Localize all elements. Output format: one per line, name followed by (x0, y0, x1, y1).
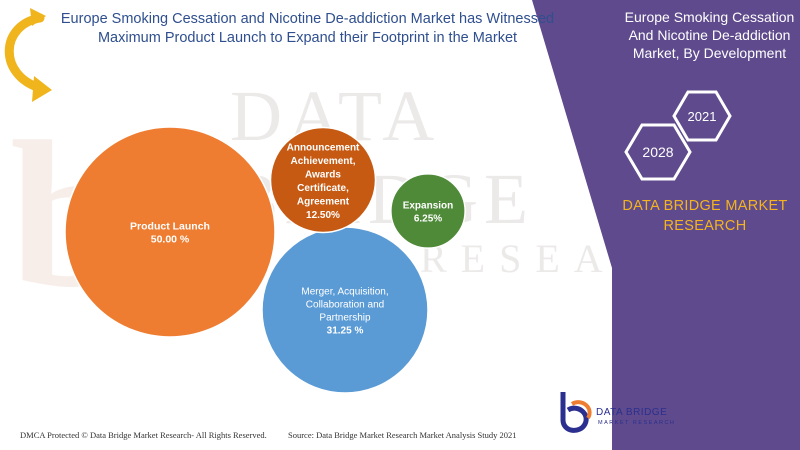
source-note: Source: Data Bridge Market Research Mark… (288, 430, 517, 440)
bubble-2-label-3: Certificate, (297, 183, 349, 194)
side-panel-title: Europe Smoking Cessation And Nicotine De… (624, 9, 795, 61)
bubble-0 (64, 126, 276, 338)
copyright-notice: DMCA Protected © Data Bridge Market Rese… (20, 430, 267, 440)
year-2021-label: 2021 (688, 109, 717, 124)
bubble-2-label-4: Agreement (297, 196, 350, 207)
bubble-1-label-1: Collaboration and (306, 300, 384, 311)
bubble-3-label-1: 6.25% (414, 214, 442, 225)
logo-subtext: MARKET RESEARCH (598, 420, 676, 426)
year-2028-label: 2028 (642, 144, 673, 160)
bubble-0-label-1: 50.00 % (151, 234, 190, 246)
bubble-3-label-0: Expansion (403, 201, 454, 212)
curved-arrow-icon (4, 8, 52, 102)
bubble-2-label-1: Achievement, (290, 156, 355, 167)
hexagon-2028-icon (624, 123, 692, 181)
bubble-2-label-5: 12.50% (306, 210, 340, 221)
bubble-2-label-2: Awards (305, 169, 341, 180)
logo-text: DATA BRIDGE (596, 407, 668, 418)
bubble-0-label-0: Product Launch (130, 221, 210, 233)
chart-title: Europe Smoking Cessation and Nicotine De… (60, 11, 555, 46)
hexagon-icons: 2028 2021 (624, 90, 732, 181)
bubble-1-label-0: Merger, Acquisition, (301, 287, 388, 298)
bubble-1-label-2: Partnership (319, 313, 371, 324)
hexagon-2021-icon (672, 90, 732, 142)
brand-logo (560, 392, 592, 433)
bubble-2-label-0: Announcement (287, 142, 360, 153)
brand-name: DATA BRIDGE MARKET RESEARCH (622, 198, 788, 234)
bubble-3 (390, 173, 466, 249)
bubble-2 (269, 126, 377, 234)
side-panel-background (532, 0, 800, 450)
bubble-1-label-3: 31.25 % (327, 326, 364, 337)
